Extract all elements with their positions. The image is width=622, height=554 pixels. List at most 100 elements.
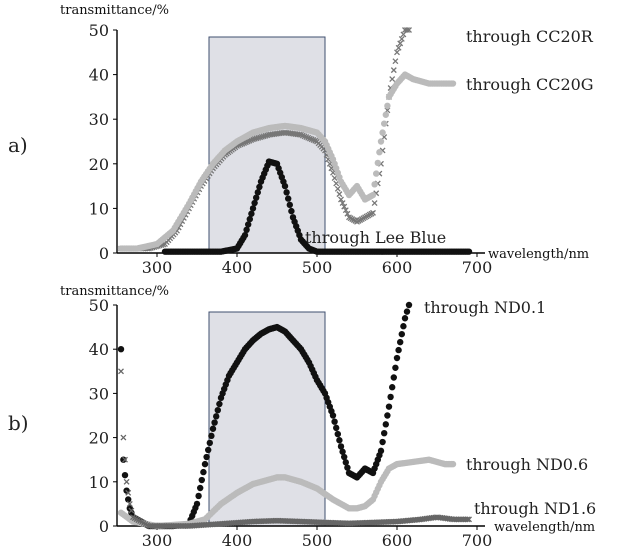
data-point — [397, 338, 404, 346]
x-tick-label: 400 — [222, 258, 253, 277]
series-label: through ND1.6 — [474, 499, 596, 518]
series-label: through CC20R — [466, 27, 594, 46]
y-tick-label: 40 — [89, 66, 109, 85]
data-point — [384, 412, 391, 419]
data-point — [339, 200, 346, 207]
data-point — [384, 102, 391, 110]
x-tick-label: 500 — [302, 258, 333, 277]
data-point — [394, 49, 400, 56]
y-tick-label: 30 — [89, 384, 109, 403]
data-point — [118, 368, 124, 375]
data-point — [286, 201, 293, 209]
data-point — [338, 196, 344, 203]
data-point — [201, 460, 209, 468]
data-point — [203, 453, 210, 461]
data-point — [243, 226, 250, 234]
y-tick-label: 30 — [89, 110, 109, 129]
data-point — [248, 210, 255, 217]
x-tick-label: 500 — [302, 531, 333, 550]
data-point — [405, 301, 413, 309]
data-point — [285, 195, 292, 202]
data-point — [249, 205, 257, 212]
y-tick-label: 10 — [89, 473, 109, 492]
data-point — [337, 443, 345, 450]
data-point — [122, 456, 128, 463]
data-point — [344, 210, 351, 217]
data-point — [381, 120, 388, 127]
data-point — [369, 191, 377, 199]
data-point — [120, 456, 127, 463]
highlight-band — [208, 311, 326, 527]
data-point — [334, 185, 341, 192]
data-point — [193, 500, 201, 508]
panel-label: a) — [8, 133, 28, 157]
y-tick-label: 20 — [89, 155, 109, 174]
data-point — [397, 40, 404, 47]
data-point — [336, 437, 343, 444]
data-point — [213, 413, 220, 420]
data-point — [371, 181, 378, 188]
panel-b: 0 10 20 30 40 50 300 400 500 600 700 transmittance/… — [8, 284, 596, 550]
series-label: through ND0.6 — [466, 455, 588, 474]
data-point — [205, 446, 212, 454]
data-point — [208, 432, 215, 440]
data-point — [281, 182, 289, 190]
data-point — [214, 406, 221, 414]
y-axis-title: transmittance/% — [60, 284, 169, 299]
data-point — [393, 354, 401, 362]
y-tick-label: 50 — [89, 296, 109, 315]
data-point — [251, 199, 258, 207]
data-point — [392, 364, 399, 371]
data-point — [465, 248, 473, 255]
data-point — [197, 484, 204, 492]
x-tick-label: 300 — [142, 258, 173, 277]
data-point — [466, 516, 472, 523]
data-point — [406, 27, 412, 33]
x-axis-title: wavelength/nm — [488, 247, 589, 262]
panel-a: 0 10 20 30 40 50 300 400 500 600 700 transmittance/… — [8, 3, 594, 277]
x-tick-label: 700 — [462, 258, 493, 277]
data-point — [377, 138, 385, 145]
x-tick-label: 300 — [142, 531, 173, 550]
data-point — [329, 412, 337, 419]
data-point — [387, 393, 394, 401]
data-point — [389, 76, 396, 83]
series-label: through ND0.1 — [424, 298, 546, 317]
y-tick-label: 50 — [89, 21, 109, 40]
data-point — [125, 496, 132, 503]
x-tick-label: 700 — [462, 531, 493, 550]
data-point — [403, 308, 411, 315]
series-2 — [118, 368, 472, 529]
data-point — [400, 323, 407, 330]
data-point — [283, 189, 290, 196]
data-point — [449, 80, 457, 87]
y-tick-label: 0 — [99, 244, 109, 263]
data-point — [371, 200, 378, 207]
data-point — [376, 149, 383, 156]
data-point — [373, 170, 380, 177]
data-point — [382, 421, 389, 428]
data-point — [395, 44, 402, 51]
x-tick-label: 400 — [222, 531, 253, 550]
data-point — [246, 215, 253, 223]
data-point — [206, 439, 213, 447]
series-2 — [161, 158, 473, 255]
y-tick-label: 20 — [89, 429, 109, 448]
data-point — [404, 27, 410, 33]
data-point — [382, 111, 389, 118]
data-point — [253, 194, 260, 201]
data-point — [123, 478, 130, 485]
data-point — [334, 430, 341, 438]
data-point — [377, 447, 385, 455]
series-label: through CC20G — [466, 75, 594, 94]
data-point — [254, 189, 261, 196]
data-point — [117, 346, 125, 353]
data-point — [128, 507, 135, 514]
data-point — [198, 476, 205, 484]
y-axis-title: transmittance/% — [60, 3, 169, 18]
data-point — [381, 429, 388, 437]
data-point — [464, 516, 471, 523]
x-tick-label: 600 — [382, 258, 413, 277]
y-tick-label: 0 — [99, 517, 109, 536]
data-point — [379, 438, 386, 446]
